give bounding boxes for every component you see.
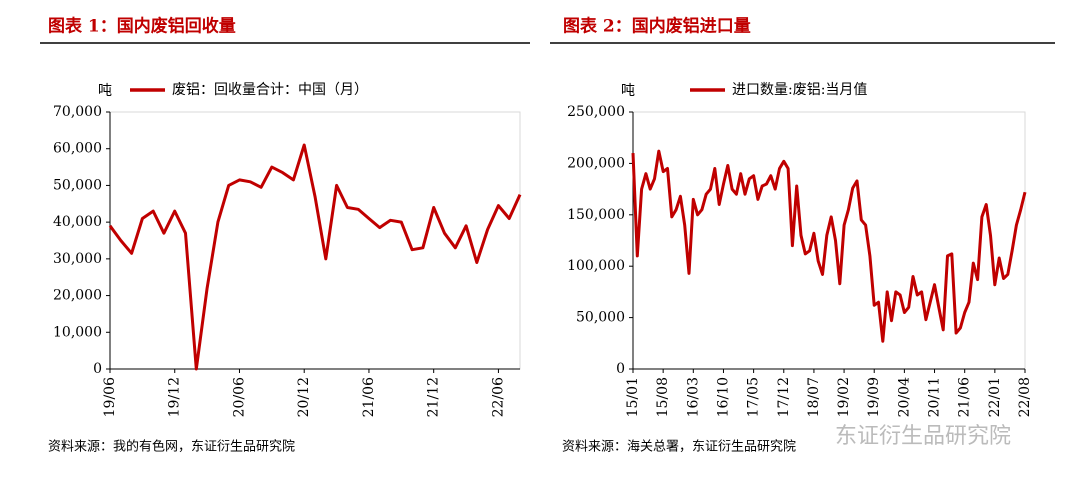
x-tick-label: 16/10 <box>715 377 731 417</box>
x-tick-label: 22/08 <box>1017 377 1033 417</box>
x-tick-label: 19/09 <box>866 377 882 417</box>
legend-label: 废铝：回收量合计：中国（月） <box>172 82 368 98</box>
x-tick-label: 17/05 <box>746 377 762 417</box>
source-note: 资料来源：我的有色网，东证衍生品研究院 <box>48 439 295 455</box>
x-tick-label: 18/07 <box>806 377 822 417</box>
x-tick-label: 15/08 <box>655 377 671 417</box>
x-tick-label: 20/06 <box>231 377 247 417</box>
x-tick-label: 16/03 <box>685 377 701 417</box>
unit-label: 吨 <box>98 83 112 99</box>
unit-label: 吨 <box>621 83 635 99</box>
y-tick-label: 50,000 <box>53 177 102 193</box>
source-note: 资料来源：海关总署，东证衍生品研究院 <box>562 440 796 455</box>
x-tick-label: 20/04 <box>896 377 912 417</box>
data-line <box>108 143 522 371</box>
y-tick-label: 50,000 <box>576 310 625 326</box>
y-tick-label: 0 <box>93 361 102 377</box>
watermark: 东证衍生品研究院 <box>835 424 1011 449</box>
x-tick-label: 15/01 <box>625 377 641 417</box>
y-tick-label: 10,000 <box>53 324 102 340</box>
x-tick-label: 21/06 <box>361 377 377 417</box>
x-tick-label: 20/12 <box>296 377 312 417</box>
y-tick-label: 40,000 <box>53 214 102 230</box>
y-tick-label: 20,000 <box>53 288 102 304</box>
y-tick-label: 60,000 <box>53 141 102 157</box>
y-tick-label: 30,000 <box>53 251 102 267</box>
y-tick-label: 70,000 <box>53 104 102 120</box>
x-tick-label: 21/06 <box>957 377 973 417</box>
y-tick-label: 150,000 <box>567 207 625 223</box>
x-tick-label: 21/12 <box>426 377 442 417</box>
chart-title: 图表 2：国内废铝进口量 <box>563 16 751 37</box>
x-tick-label: 20/11 <box>927 377 943 417</box>
y-tick-label: 0 <box>616 361 625 377</box>
legend-label: 进口数量:废铝:当月值 <box>732 82 867 98</box>
data-line <box>631 149 1027 343</box>
chart-title: 图表 1：国内废铝回收量 <box>48 16 236 37</box>
x-tick-label: 19/02 <box>836 377 852 417</box>
y-tick-label: 100,000 <box>567 258 625 274</box>
x-tick-label: 19/06 <box>102 377 118 417</box>
x-tick-label: 19/12 <box>167 377 183 417</box>
y-tick-label: 250,000 <box>567 104 625 120</box>
x-tick-label: 22/01 <box>987 377 1003 417</box>
x-tick-label: 17/12 <box>776 377 792 417</box>
x-tick-label: 22/06 <box>490 377 506 417</box>
y-tick-label: 200,000 <box>567 155 625 171</box>
